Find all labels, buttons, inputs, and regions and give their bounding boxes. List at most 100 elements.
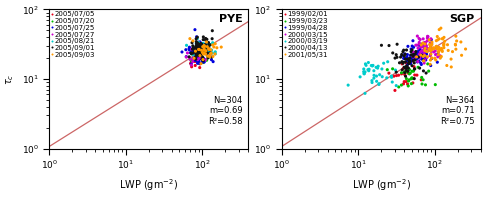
Point [393,56,400,59]
Point [401,61,409,65]
Point [410,53,418,57]
Point [407,47,414,51]
Point [384,44,392,47]
Point [408,50,415,54]
Point [202,40,210,44]
Point [418,58,426,61]
Point [419,59,426,62]
Point [193,49,200,52]
Point [419,69,426,72]
Point [404,61,412,64]
Point [402,69,409,72]
Point [196,40,203,44]
Point [197,45,205,48]
Point [191,64,198,67]
Point [402,80,409,83]
Point [201,49,209,52]
Point [414,56,422,59]
Point [439,36,447,39]
Point [402,64,409,68]
Point [198,59,206,63]
Point [422,49,430,52]
Point [359,67,367,71]
Point [196,56,203,59]
Point [188,41,196,44]
Point [197,49,205,52]
Point [431,53,439,56]
Point [421,46,428,49]
Point [192,59,199,62]
Point [196,49,204,52]
Point [196,62,203,65]
Point [420,42,427,45]
Point [200,44,208,47]
Point [195,50,203,53]
Point [423,62,431,65]
Point [191,57,199,60]
Point [440,40,448,43]
Point [405,78,412,81]
Point [400,73,408,76]
Point [201,38,209,41]
Point [196,51,204,54]
Point [200,51,208,54]
Point [208,51,216,55]
Point [203,46,211,49]
Point [383,68,391,71]
Point [433,55,441,59]
Point [408,55,416,59]
Point [401,57,408,60]
Point [422,72,429,75]
Point [198,49,206,53]
Point [187,59,195,62]
Point [209,55,216,58]
Point [205,49,213,52]
Point [389,75,397,78]
Point [192,42,200,45]
Point [199,57,207,60]
Point [192,50,200,53]
Point [425,43,433,46]
Point [193,60,201,63]
Point [193,36,201,39]
Point [409,46,417,49]
Point [400,52,408,56]
Point [196,47,204,50]
Point [430,49,438,53]
Point [394,85,402,88]
Point [367,79,375,82]
Point [198,50,206,53]
Point [382,76,390,79]
Point [188,60,196,63]
Point [425,54,433,57]
Point [420,54,427,57]
Point [197,54,205,57]
Point [196,54,203,57]
Point [369,74,377,77]
Point [419,59,426,62]
Point [390,89,398,92]
Point [414,52,422,56]
Point [426,64,434,67]
Point [191,55,199,59]
Point [187,63,195,67]
Point [424,48,432,51]
Point [417,56,424,59]
Point [377,44,385,47]
Point [406,60,413,63]
Point [395,61,403,64]
Point [435,37,442,40]
Point [393,43,400,46]
Point [191,57,198,60]
Point [363,68,371,71]
Point [344,84,351,87]
Point [420,47,427,50]
Point [201,52,209,55]
Point [419,43,427,46]
Point [417,51,424,55]
Point [197,61,205,64]
Point [200,45,208,48]
Point [422,56,430,59]
Point [186,37,194,40]
Point [434,50,442,53]
